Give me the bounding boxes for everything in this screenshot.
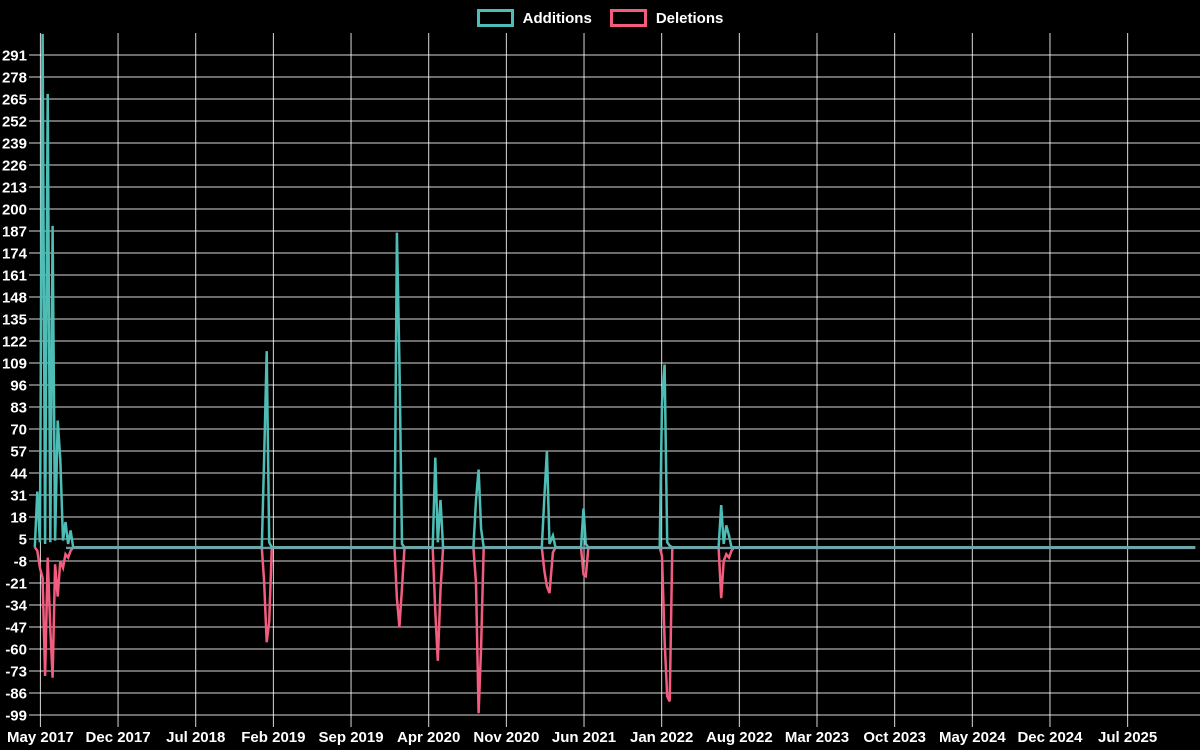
legend-item-deletions[interactable]: Deletions [609, 9, 724, 27]
legend-label-deletions: Deletions [655, 9, 724, 27]
legend-label-additions: Additions [522, 9, 592, 27]
x-tick-label: Sep 2019 [319, 729, 384, 746]
y-tick-label: -47 [5, 619, 27, 636]
x-tick-label: Jul 2025 [1098, 729, 1157, 746]
x-tick-label: May 2017 [7, 729, 74, 746]
y-tick-label: 122 [2, 333, 27, 350]
y-tick-label: 31 [10, 487, 27, 504]
y-tick-label: 109 [2, 355, 27, 372]
y-tick-label: 135 [2, 311, 27, 328]
series-line-deletions [33, 546, 1196, 714]
y-tick-label: 278 [2, 69, 27, 86]
x-tick-label: Jan 2022 [630, 729, 693, 746]
y-tick-label: 239 [2, 135, 27, 152]
y-tick-label: -8 [14, 553, 27, 570]
y-tick-label: 161 [2, 267, 27, 284]
y-tick-label: 174 [2, 245, 28, 262]
y-tick-label: 291 [2, 47, 27, 64]
y-tick-label: 265 [2, 91, 27, 108]
y-tick-label: 44 [10, 465, 27, 482]
y-tick-label: -99 [5, 707, 27, 724]
y-tick-label: 18 [10, 509, 27, 526]
x-tick-label: Dec 2017 [86, 729, 151, 746]
y-tick-label: -60 [5, 641, 27, 658]
x-tick-label: Nov 2020 [473, 729, 539, 746]
x-tick-label: Jul 2018 [166, 729, 225, 746]
y-tick-label: -86 [5, 685, 27, 702]
y-tick-label: -34 [5, 597, 27, 614]
series-line-additions [33, 34, 1196, 549]
y-tick-label: 96 [10, 377, 27, 394]
y-tick-label: 70 [10, 421, 27, 438]
x-tick-label: Feb 2019 [241, 729, 305, 746]
x-tick-label: Aug 2022 [706, 729, 773, 746]
y-tick-label: 200 [2, 201, 27, 218]
x-tick-label: Mar 2023 [785, 729, 849, 746]
additions-swatch-icon [476, 9, 514, 27]
y-tick-label: 57 [10, 443, 27, 460]
y-tick-label: 213 [2, 179, 27, 196]
y-tick-label: 252 [2, 113, 27, 130]
x-tick-label: Jun 2021 [552, 729, 616, 746]
y-tick-label: 148 [2, 289, 27, 306]
y-tick-label: 83 [10, 399, 27, 416]
chart-legend: Additions Deletions [0, 8, 1200, 28]
x-tick-label: Apr 2020 [397, 729, 460, 746]
y-tick-label: 5 [19, 531, 27, 548]
x-tick-label: Dec 2024 [1017, 729, 1083, 746]
legend-item-additions[interactable]: Additions [476, 9, 592, 27]
y-tick-label: -21 [5, 575, 27, 592]
x-tick-label: Oct 2023 [863, 729, 926, 746]
y-tick-label: 226 [2, 157, 27, 174]
x-tick-label: May 2024 [939, 729, 1006, 746]
deletions-swatch-icon [609, 9, 647, 27]
y-tick-label: -73 [5, 663, 27, 680]
y-tick-label: 187 [2, 223, 27, 240]
